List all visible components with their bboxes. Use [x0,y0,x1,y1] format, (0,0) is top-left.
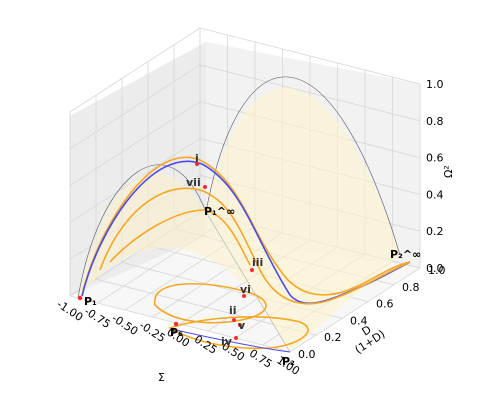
trajectories [81,156,411,353]
z-tick-4: 0.8 [426,115,444,128]
marker-vi: vi [240,283,251,296]
grid-back-z-4 [199,64,421,122]
marker-ii: ii [229,304,237,317]
y-tick-5: 1.0 [428,264,446,277]
marker-iv: iv [221,335,233,348]
x-tick-3: -0.25 [137,319,168,345]
critical-points: P₁ P₂ P₆ P₁^∞ P₂^∞ [77,205,421,368]
marker-iii: iii [252,256,263,269]
x-tick-1: -0.75 [82,305,113,331]
marker-ii-dot [232,318,236,322]
y-tick-3: 0.6 [376,298,394,311]
marker-vii: vii [186,176,201,189]
x-tick-7: 0.75 [247,347,275,371]
y-tick-4: 0.8 [402,281,420,294]
x-tick-5: 0.25 [192,333,220,357]
y-tick-1: 0.2 [324,331,342,344]
grid-floor-y-0 [69,295,291,353]
surface-edge-front [77,164,207,299]
marker-i: i [195,152,199,165]
traj-mid-orange [99,187,411,305]
grid-left-z-5 [69,27,201,113]
marker-vii-dot [203,185,207,189]
x-tick-2: -0.50 [109,312,140,338]
z-tick-1: 0.2 [426,225,444,238]
y-tick-0: 0.0 [298,348,316,361]
surface-edge-back [205,76,401,256]
point-p6-dot [173,321,179,327]
x-tick-0: -1.00 [54,298,85,324]
point-p1-label: P₁ [84,295,97,308]
y-tick-2: 0.4 [350,314,368,327]
z-tick-0: 0.0 [426,262,444,275]
grid-back-z-5 [199,27,421,85]
marker-v: v [238,319,246,332]
point-p6-label: P₆ [170,326,183,339]
point-p1-inf-label: P₁^∞ [204,205,235,218]
marker-i-dot [195,162,199,166]
point-p2-inf-label: P₂^∞ [390,248,421,261]
z-tick-labels: 0.0 0.2 0.4 0.6 0.8 1.0 [426,78,444,275]
grid-left-z-4 [69,64,201,150]
surface-edge-diag [205,211,291,353]
marker-iv-dot [234,336,238,340]
z-tick-5: 1.0 [426,78,444,91]
point-p1-dot [77,295,83,301]
marker-v-dot [238,323,242,327]
surface-sheet-back [206,87,400,353]
marker-vi-dot [242,294,246,298]
y-tick-labels: 0.0 0.2 0.4 0.6 0.8 1.0 [298,264,446,361]
z-axis-label: Ω² [442,165,455,178]
z-tick-3: 0.6 [426,152,444,165]
point-p2-label: P₂ [282,355,295,368]
x-axis-label: Σ [158,371,165,384]
traj-lower-loop-2 [168,316,309,350]
traj-inner-orange [109,209,251,266]
marker-iii-dot [250,268,254,272]
roman-markers: i ii iii iv v vi vii [186,152,263,348]
grid-floor-x-8 [289,267,421,353]
traj-floor-line [175,329,291,353]
z-tick-2: 0.4 [426,188,444,201]
grid-left-z-3 [69,101,201,186]
